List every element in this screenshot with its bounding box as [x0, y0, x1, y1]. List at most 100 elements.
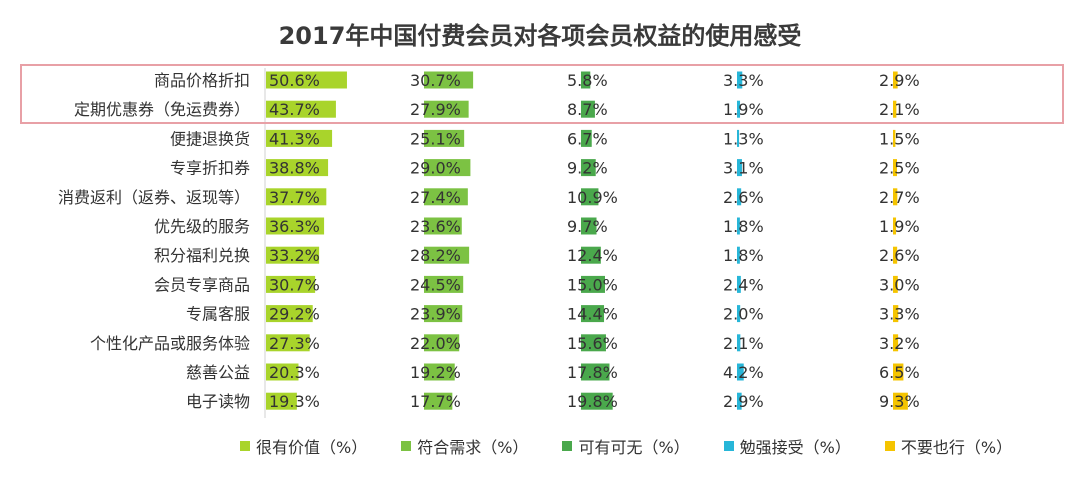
bar: [893, 71, 898, 89]
legend-item: 勉强接受（%）: [723, 434, 851, 458]
bar: [893, 246, 898, 264]
category-label: 商品价格折扣: [154, 71, 250, 90]
bar: [737, 392, 742, 410]
legend-label: 可有可无（%）: [578, 438, 690, 457]
bar: [581, 305, 605, 323]
bar: [266, 159, 329, 177]
data-label: 1.8%: [723, 246, 764, 265]
data-label: 3.3%: [723, 71, 764, 90]
bar: [581, 246, 601, 264]
chart-title: 2017年中国付费会员对各项会员权益的使用感受: [278, 22, 802, 50]
data-label: 2.9%: [723, 392, 764, 411]
category-label: 电子读物: [186, 392, 250, 411]
data-label: 2.9%: [879, 71, 920, 90]
category-label: 个性化产品或服务体验: [90, 334, 250, 353]
data-label: 2.1%: [879, 100, 920, 119]
data-label: 1.3%: [723, 129, 764, 148]
legend-label: 勉强接受（%）: [739, 438, 851, 457]
bar: [893, 334, 899, 352]
data-label: 36.3%: [269, 217, 320, 236]
legend-item: 很有价值（%）: [240, 434, 367, 458]
data-label: 6.5%: [879, 363, 920, 382]
data-label: 5.8%: [567, 71, 608, 90]
bar: [424, 129, 465, 147]
bar: [893, 305, 899, 323]
data-label: 2.1%: [723, 334, 764, 353]
data-label: 2.6%: [723, 188, 764, 207]
legend-swatch: [401, 441, 412, 451]
data-label: 20.3%: [269, 363, 320, 382]
bar: [581, 159, 596, 177]
data-label: 2.7%: [879, 188, 920, 207]
bar: [737, 188, 742, 206]
bar: [581, 392, 613, 410]
legend-item: 不要也行（%）: [884, 434, 1013, 458]
bar: [581, 100, 595, 118]
data-label: 14.4%: [567, 305, 618, 324]
bar: [893, 275, 898, 293]
category-label: 会员专享商品: [154, 275, 250, 294]
bar: [424, 217, 462, 235]
data-label: 43.7%: [269, 100, 320, 119]
data-label: 3.3%: [879, 305, 920, 324]
data-label: 2.6%: [879, 246, 920, 265]
data-label: 6.7%: [567, 129, 608, 148]
data-label: 3.1%: [723, 159, 764, 178]
bar: [424, 159, 471, 177]
bar: [266, 275, 316, 293]
legend-label: 符合需求（%）: [417, 438, 529, 457]
data-label: 15.6%: [567, 334, 618, 353]
legend-swatch: [723, 441, 734, 451]
data-label: 30.7%: [269, 275, 320, 294]
legend-item: 可有可无（%）: [562, 434, 690, 458]
data-label: 17.7%: [410, 392, 461, 411]
data-label: 1.8%: [723, 217, 764, 236]
data-label: 23.6%: [410, 217, 461, 236]
legend-label: 不要也行（%）: [900, 438, 1013, 457]
bar: [581, 188, 599, 206]
bar: [893, 217, 897, 235]
data-label: 8.7%: [567, 100, 608, 119]
bar: [737, 363, 744, 381]
data-label: 1.9%: [879, 217, 920, 236]
category-label: 专享折扣券: [170, 159, 250, 178]
category-label: 慈善公益: [186, 363, 250, 382]
data-label: 4.2%: [723, 363, 764, 382]
bar: [737, 334, 741, 352]
bar: [581, 217, 597, 235]
data-label: 41.3%: [269, 129, 320, 148]
data-label: 9.7%: [567, 217, 608, 236]
bar: [266, 217, 325, 235]
bar: [737, 217, 740, 235]
data-label: 24.5%: [410, 275, 461, 294]
data-label: 19.3%: [269, 392, 320, 411]
legend-swatch: [884, 441, 895, 451]
data-label: 9.2%: [567, 159, 608, 178]
data-label: 37.7%: [269, 188, 320, 207]
bar: [424, 363, 455, 381]
data-label: 17.8%: [567, 363, 618, 382]
data-label: 23.9%: [410, 305, 461, 324]
data-label: 3.0%: [879, 275, 920, 294]
bar: [266, 392, 297, 410]
bar: [266, 129, 333, 147]
bar: [424, 100, 469, 118]
bar: [266, 334, 310, 352]
bar: [893, 159, 897, 177]
bar: [581, 129, 592, 147]
category-label: 优先级的服务: [154, 217, 250, 236]
data-label: 38.8%: [269, 159, 320, 178]
bar: [266, 71, 347, 89]
data-label: 2.0%: [723, 305, 764, 324]
category-label: 积分福利兑换: [154, 246, 250, 265]
bar: [893, 129, 896, 147]
bar: [266, 100, 336, 118]
legend-label: 很有价值（%）: [256, 438, 368, 457]
bar: [424, 246, 470, 264]
data-label: 19.8%: [567, 392, 618, 411]
bar: [424, 392, 453, 410]
bar: [737, 305, 741, 323]
data-label: 28.2%: [410, 246, 461, 265]
data-label: 27.9%: [410, 100, 461, 119]
